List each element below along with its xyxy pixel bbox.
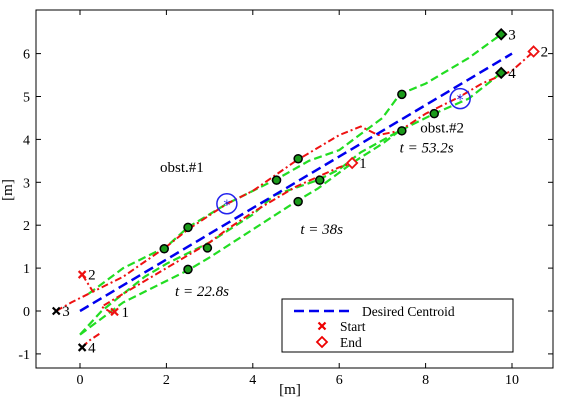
y-tick-label: -1	[18, 348, 30, 363]
end-marker-4	[494, 66, 508, 80]
green-path-3	[79, 129, 401, 336]
end-marker-2	[527, 45, 540, 58]
y-tick-label: 6	[23, 48, 30, 63]
legend-swatch-end	[315, 335, 329, 349]
waypoint-marker	[429, 108, 439, 119]
start-marker-1	[110, 307, 119, 317]
waypoint-marker	[183, 264, 193, 275]
obstacle-center-glyph: *	[223, 198, 230, 214]
green-path-2	[79, 72, 502, 336]
red-path-3	[55, 292, 90, 312]
time-annotation: t = 38s	[300, 222, 343, 238]
x-tick-label: 2	[163, 373, 170, 388]
start-marker-label: 1	[122, 305, 130, 321]
end-marker-3	[494, 28, 508, 41]
obstacle-circle	[449, 87, 471, 110]
obstacle-label: obst.#1	[160, 160, 204, 176]
x-tick-label: 10	[505, 373, 519, 388]
x-axis-title: [m]	[279, 382, 301, 398]
waypoint-marker	[183, 222, 193, 233]
y-axis-title: [m]	[0, 179, 16, 201]
x-tick-label: 6	[336, 373, 343, 388]
start-marker-1-stroke-b	[110, 307, 119, 317]
waypoint-marker	[315, 175, 325, 185]
start-marker-2-stroke-b	[77, 270, 87, 279]
x-tick-label: 0	[77, 373, 84, 388]
waypoint-marker	[271, 175, 282, 185]
end-marker-label: 1	[359, 156, 367, 172]
desired-centroid-line	[79, 52, 513, 313]
start-marker-4-stroke-b	[77, 343, 87, 352]
axis-ticks: 0 2 4 6 8 10 -1 0 1 2 3 4 5 6	[18, 10, 553, 388]
waypoint-marker	[293, 196, 303, 207]
waypoint-marker	[397, 126, 407, 136]
y-tick-label: 4	[23, 133, 30, 148]
label-layer: 1 2 3 4 1 2 3 4 obst.#1 obst.#2 t = 22.8s t = 38s t …	[62, 27, 548, 356]
end-marker-label: 2	[541, 44, 549, 60]
x-tick-label: 4	[249, 373, 256, 388]
time-annotation: t = 53.2s	[400, 140, 454, 156]
start-marker-label: 3	[62, 304, 70, 320]
start-marker-2	[77, 270, 87, 279]
data-layer: **	[51, 28, 540, 352]
waypoint-marker	[397, 89, 407, 100]
end-marker-label: 3	[508, 27, 516, 43]
legend-entry-label: End	[340, 335, 362, 350]
obstacle-label: obst.#2	[420, 121, 464, 137]
start-marker-label: 4	[88, 340, 96, 356]
end-marker-label: 4	[508, 66, 516, 82]
legend-entry-label: Desired Centroid	[362, 304, 455, 319]
legend-entry-label: Start	[340, 319, 366, 334]
waypoint-marker	[159, 244, 169, 254]
y-tick-label: 3	[23, 176, 30, 191]
obstacle-circle	[216, 193, 238, 215]
y-tick-label: 2	[23, 219, 30, 234]
end-marker-1	[345, 156, 359, 170]
x-tick-label: 8	[422, 373, 429, 388]
red-path-2	[81, 50, 535, 293]
start-marker-3	[51, 306, 61, 316]
start-marker-label: 2	[88, 268, 96, 284]
y-tick-label: 5	[23, 91, 30, 106]
red-path-1	[99, 162, 353, 314]
time-annotation: t = 22.8s	[175, 284, 229, 300]
legend-swatch-start-b	[317, 321, 327, 331]
waypoint-marker	[202, 243, 213, 253]
waypoint-marker	[293, 153, 303, 164]
y-tick-label: 0	[23, 305, 30, 320]
start-marker-3-stroke-b	[51, 306, 61, 316]
y-tick-label: 1	[23, 262, 30, 277]
obstacle-center-glyph: *	[457, 93, 464, 109]
start-marker-4	[77, 343, 87, 352]
